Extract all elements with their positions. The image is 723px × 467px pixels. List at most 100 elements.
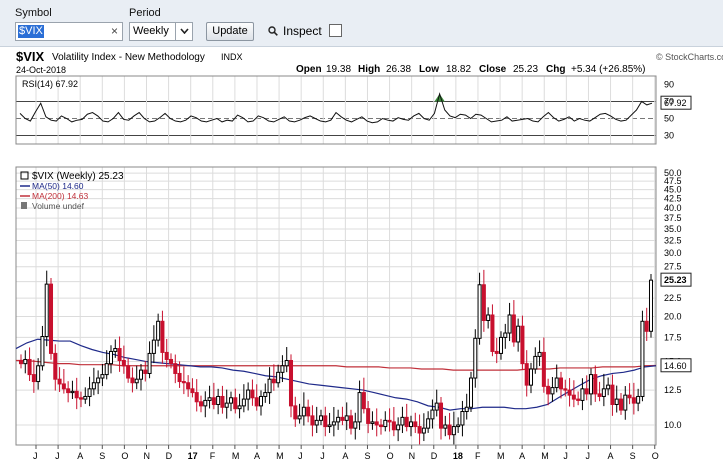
price-candle — [353, 412, 358, 440]
price-tick-label: 32.5 — [664, 236, 682, 246]
price-candle — [31, 359, 36, 393]
price-candle — [443, 415, 448, 437]
price-candle — [417, 414, 422, 445]
price-candle — [100, 364, 105, 387]
price-candle — [516, 318, 521, 352]
x-tick-label: A — [77, 451, 83, 461]
chart-date: 24-Oct-2018 — [16, 65, 66, 75]
x-tick-label: J — [33, 451, 38, 461]
price-candle — [306, 399, 311, 423]
price-candle — [366, 401, 371, 434]
price-candle — [618, 392, 624, 415]
chart-symbol: $VIX — [16, 49, 45, 64]
x-tick-label: N — [143, 451, 150, 461]
x-tick-label: O — [121, 451, 128, 461]
symbol-input-value[interactable]: $VIX — [18, 25, 44, 38]
price-candle — [181, 366, 186, 395]
price-candle — [357, 380, 362, 430]
price-candle — [340, 406, 345, 426]
clear-icon[interactable]: × — [110, 24, 118, 38]
ma-last-value-tag: 14.60 — [660, 358, 692, 373]
price-candle — [318, 409, 324, 426]
inspect-label: Inspect — [283, 24, 322, 38]
price-candle — [447, 412, 452, 440]
price-candle — [271, 364, 276, 391]
inspect-checkbox[interactable] — [329, 24, 342, 37]
x-tick-label: J — [320, 451, 325, 461]
price-candle — [91, 367, 96, 396]
open-label: Open — [296, 64, 322, 75]
price-candle — [310, 405, 315, 437]
price-candle — [108, 345, 114, 374]
legend-entry: Volume undef — [32, 201, 85, 211]
close-last-value: 25.23 — [664, 275, 687, 285]
chevron-down-icon[interactable] — [175, 23, 192, 40]
close-last-value-tag: 25.23 — [660, 272, 692, 287]
x-tick-label: J — [298, 451, 303, 461]
price-candle — [70, 380, 75, 399]
price-candle — [293, 396, 298, 427]
rsi-line — [19, 92, 653, 124]
symbol-input[interactable]: $VIX × — [15, 22, 123, 41]
price-candle — [138, 363, 144, 391]
x-tick-label: A — [342, 451, 348, 461]
rsi-series-layer: 67.92 — [19, 92, 692, 124]
price-tick-label: 30.0 — [664, 248, 682, 258]
chart-exchange: INDX — [221, 52, 243, 62]
period-value[interactable]: Weekly — [133, 25, 169, 37]
price-tick-label: 12.5 — [664, 385, 682, 395]
price-candle — [370, 411, 375, 430]
x-tick-label: O — [652, 451, 659, 461]
price-candle — [580, 378, 585, 411]
price-candle — [207, 385, 212, 409]
price-candle — [413, 412, 418, 433]
price-candle — [177, 361, 182, 388]
price-candle — [121, 345, 126, 374]
price-candle — [576, 391, 581, 406]
ma-last-value: 14.60 — [664, 361, 687, 371]
price-candle — [456, 417, 461, 433]
price-candle — [288, 354, 294, 418]
price-candle — [563, 379, 568, 397]
rsi-overbought-fill — [434, 93, 445, 102]
price-candle — [280, 355, 285, 383]
period-select[interactable]: Weekly — [129, 22, 193, 41]
price-candle — [284, 347, 289, 373]
high-value: 26.38 — [386, 64, 411, 75]
legend-entry: MA(200) 14.63 — [32, 191, 88, 201]
x-tick-label: A — [254, 451, 260, 461]
price-candle — [344, 402, 349, 431]
price-candle — [74, 377, 79, 410]
price-candle — [507, 302, 512, 342]
price-candle — [623, 386, 628, 420]
price-candle — [374, 408, 379, 437]
price-candle — [87, 376, 92, 407]
price-candle — [434, 389, 439, 417]
price-candle — [241, 384, 246, 413]
price-candle — [250, 379, 255, 406]
price-candle — [554, 364, 559, 393]
price-candle — [147, 341, 152, 379]
price-candle — [610, 374, 615, 416]
x-tick-label: J — [55, 451, 60, 461]
rsi-last-value-tag: 67.92 — [660, 95, 692, 110]
price-candle — [186, 375, 191, 397]
price-candle — [160, 310, 165, 364]
price-candle — [211, 382, 216, 410]
price-candle — [246, 382, 251, 411]
update-button[interactable]: Update — [206, 22, 254, 41]
price-candle — [301, 392, 306, 426]
price-candle — [96, 370, 101, 395]
price-candle — [117, 336, 122, 372]
price-candle — [164, 338, 169, 368]
rsi-last-value: 67.92 — [664, 98, 687, 108]
price-candle — [44, 270, 49, 347]
x-tick-label: M — [276, 451, 284, 461]
symbol-label: Symbol — [15, 7, 52, 19]
price-candle — [203, 391, 208, 418]
close-label: Close — [479, 64, 507, 75]
x-tick-label: D — [166, 451, 173, 461]
price-candle — [78, 391, 84, 408]
rsi-tick-label: 30 — [664, 131, 674, 141]
low-value: 18.82 — [446, 64, 471, 75]
